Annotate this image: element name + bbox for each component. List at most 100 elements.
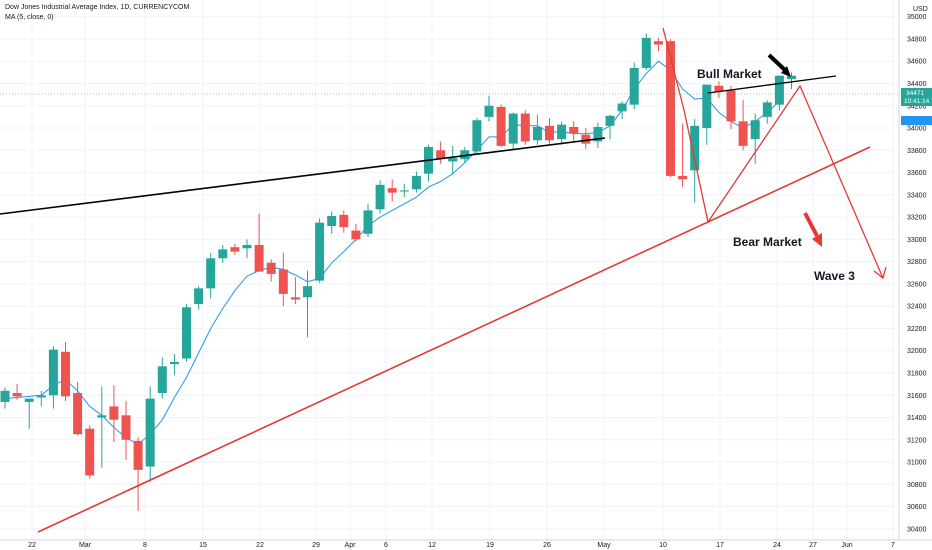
x-tick-label: Apr [345, 542, 357, 549]
candle [12, 384, 22, 400]
y-tick-label: 33000 [907, 237, 927, 244]
candle [484, 95, 494, 122]
candle [36, 390, 46, 407]
candle [109, 385, 119, 443]
y-tick-label: 30400 [907, 526, 927, 533]
candle [290, 277, 300, 304]
candle [48, 346, 58, 409]
candle [532, 114, 542, 145]
candle [436, 141, 446, 164]
chart-legend[interactable]: Dow Jones Industrial Average Index, 1D, … [5, 3, 189, 23]
candle [218, 244, 228, 263]
candle [738, 100, 748, 151]
candle [399, 183, 409, 198]
black-trendline [0, 137, 606, 215]
candle [73, 381, 83, 436]
candle [569, 121, 579, 143]
y-tick-label: 33800 [907, 148, 927, 155]
candle [169, 354, 179, 376]
candle [726, 85, 736, 130]
black-top-trendline [707, 75, 837, 94]
candle [774, 75, 784, 111]
candle [557, 121, 567, 145]
candle [702, 84, 712, 145]
candle [157, 357, 167, 399]
candle [387, 179, 397, 202]
wave-3-label: Wave 3 [814, 269, 855, 283]
candle [629, 62, 639, 110]
y-tick-label: 34400 [907, 81, 927, 88]
candle [678, 123, 688, 188]
bar-countdown: 10:41:14 [904, 98, 930, 105]
indicator-label[interactable]: MA (5, close, 0) [5, 14, 54, 21]
candle [641, 33, 651, 71]
candle [496, 104, 506, 147]
y-tick-label: 30800 [907, 482, 927, 489]
y-tick-label: 32000 [907, 348, 927, 355]
y-tick-label: 31800 [907, 370, 927, 377]
x-tick-label: 24 [773, 542, 781, 549]
last-price: 34471 [906, 90, 924, 97]
candle [0, 387, 10, 409]
candle [206, 252, 216, 299]
candle [254, 213, 264, 272]
y-tick-label: 34200 [907, 103, 927, 110]
candle [787, 72, 796, 90]
y-tick-label: 34000 [907, 126, 927, 133]
candle [24, 398, 34, 429]
y-tick-label: 33400 [907, 192, 927, 199]
candle [363, 203, 373, 238]
candle [97, 386, 107, 468]
candle [520, 110, 530, 145]
y-tick-label: 32400 [907, 304, 927, 311]
x-tick-label: 29 [312, 542, 320, 549]
time-axis[interactable]: 22 Mar 8 15 22 29 Apr 6 12 19 26 May 10 17 24 27 Jun 7 [28, 542, 895, 549]
y-tick-label: 32200 [907, 326, 927, 333]
x-tick-label: Mar [79, 542, 92, 549]
candle [750, 113, 760, 164]
last-price-tag: 34471 10:41:14 [0, 88, 932, 106]
candle [303, 270, 312, 338]
currency-label: USD [913, 6, 928, 13]
x-tick-label: 22 [28, 542, 36, 549]
x-tick-label: 15 [199, 542, 207, 549]
candle [121, 400, 131, 460]
candle [339, 210, 349, 233]
candle [472, 118, 482, 154]
x-tick-label: 8 [143, 542, 147, 549]
y-tick-label: 31000 [907, 460, 927, 467]
candle [581, 128, 591, 150]
symbol-title[interactable]: Dow Jones Industrial Average Index, 1D, … [5, 4, 190, 11]
price-axis[interactable]: 30400 30600 30800 31000 31200 31400 31600 31800… [907, 14, 927, 533]
candle [230, 243, 240, 255]
red-wave-arrowhead [873, 266, 887, 280]
y-tick-label: 32800 [907, 259, 927, 266]
candle [762, 100, 772, 124]
candle [194, 286, 204, 310]
y-tick-label: 30600 [907, 504, 927, 511]
y-tick-label: 31200 [907, 437, 927, 444]
x-tick-label: Jun [841, 542, 852, 549]
y-tick-label: 31400 [907, 415, 927, 422]
candle [714, 81, 724, 98]
candle [545, 118, 554, 144]
red-lower-trendline [37, 146, 871, 533]
y-tick-label: 33200 [907, 215, 927, 222]
y-tick-label: 34800 [907, 36, 927, 43]
x-tick-label: 10 [659, 542, 667, 549]
red-arrow [803, 212, 822, 247]
y-tick-label: 34600 [907, 59, 927, 66]
candle [61, 341, 70, 401]
candle [242, 239, 252, 259]
candle [653, 37, 663, 52]
candle [666, 38, 675, 178]
candle [448, 145, 458, 175]
candle [508, 112, 518, 151]
black-arrow [767, 53, 791, 77]
candle [266, 259, 276, 282]
x-tick-label: 17 [716, 542, 724, 549]
candle [145, 386, 155, 483]
candle [605, 114, 615, 140]
candle [327, 211, 337, 234]
